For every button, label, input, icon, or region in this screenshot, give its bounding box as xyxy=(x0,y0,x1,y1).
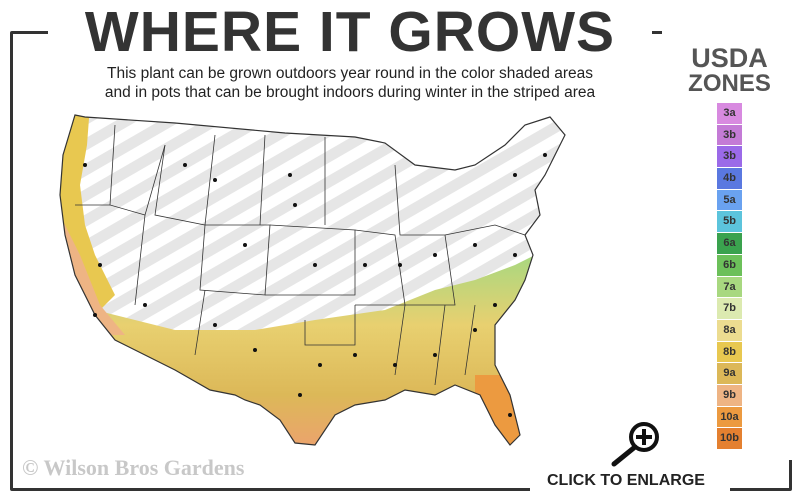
zone-swatch-10a: 10a xyxy=(717,406,742,428)
zone-swatch-3b: 3b xyxy=(717,124,742,146)
enlarge-area[interactable] xyxy=(530,460,730,500)
magnifier-plus-icon[interactable] xyxy=(608,420,664,468)
zone-swatch-7b: 7b xyxy=(717,298,742,319)
copyright-watermark: © Wilson Bros Gardens xyxy=(22,455,245,480)
state-borders xyxy=(75,124,526,386)
zone-swatch-3b: 3b xyxy=(717,146,742,168)
zone-swatch-7a: 7a xyxy=(717,276,742,298)
zone-swatch-6a: 6a xyxy=(717,233,742,254)
zone-swatch-8b: 8b xyxy=(717,341,742,363)
zone-swatch-3a: 3a xyxy=(717,103,742,124)
subtitle: This plant can be grown outdoors year ro… xyxy=(40,64,660,102)
subtitle-line-2: and in pots that can be brought indoors … xyxy=(104,84,596,101)
city-dots xyxy=(83,153,547,417)
legend-title-line-1: USDA xyxy=(691,43,768,73)
zone-swatch-5b: 5b xyxy=(717,211,742,233)
page-title: WHERE IT GROWS xyxy=(48,0,652,64)
usda-zone-map[interactable] xyxy=(55,105,615,455)
zone-swatch-10b: 10b xyxy=(717,428,742,449)
legend-title-line-2: ZONES xyxy=(688,70,771,97)
zone-swatch-6b: 6b xyxy=(717,254,742,276)
zone-swatch-9a: 9a xyxy=(717,363,742,384)
zone-swatch-9b: 9b xyxy=(717,384,742,406)
zone-legend: 3a 3b 3b 4b 5a 5b 6a 6b 7a 7b 8a 8b 9a 9b 10a 10b xyxy=(717,103,742,450)
zone-swatch-5a: 5a xyxy=(717,189,742,211)
click-to-enlarge-button[interactable]: CLICK TO ENLARGE xyxy=(547,472,705,489)
zone-swatch-8a: 8a xyxy=(717,319,742,341)
zone-swatch-4b: 4b xyxy=(717,168,742,189)
shaded-area-florida xyxy=(475,375,525,445)
legend-title: USDA ZONES xyxy=(672,45,787,97)
subtitle-line-1: This plant can be grown outdoors year ro… xyxy=(107,65,593,82)
